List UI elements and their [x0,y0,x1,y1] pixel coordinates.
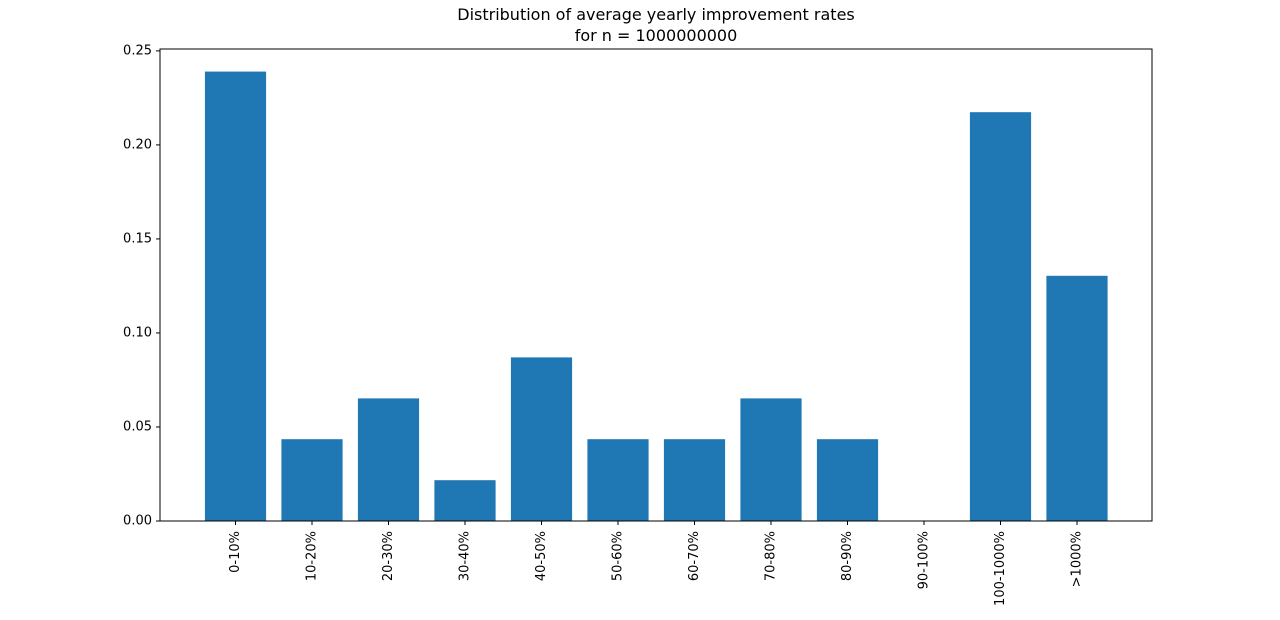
x-tick-label: 20-30% [381,531,396,581]
bar [816,439,879,521]
y-tick-label: 0.20 [123,137,152,152]
y-tick-label: 0.05 [123,419,152,434]
y-tick-label: 0.25 [123,43,152,58]
bar [204,71,267,521]
bar [434,480,496,521]
chart-title: Distribution of average yearly improveme… [457,5,855,24]
x-tick-label: 40-50% [534,531,549,581]
x-tick-label: 90-100% [917,531,932,589]
x-tick-label: 0-10% [228,531,243,573]
x-tick-label: 10-20% [305,531,320,581]
bar [1046,275,1108,521]
y-tick-label: 0.00 [123,514,152,529]
bar [357,398,420,521]
bar [281,439,343,521]
x-tick-label: 30-40% [458,531,473,581]
y-axis: 0.00 0.05 0.10 0.15 0.20 0.25 [123,43,160,529]
x-tick-label: >1000% [1070,531,1085,587]
plot-frame [159,48,1153,522]
chart-subtitle: for n = 1000000000 [575,26,738,45]
y-tick-label: 0.15 [123,231,152,246]
y-tick-label: 0.10 [123,325,152,340]
x-tick-label: 70-80% [764,531,779,581]
x-tick-label: 60-70% [687,531,702,581]
x-tick-label: 50-60% [611,531,626,581]
bar [663,439,726,521]
x-axis: 0-10% 10-20% 20-30% 30-40% 40-50% 50-60% 60-70… [228,521,1085,606]
bar [969,112,1032,521]
bars-group [204,71,1108,521]
bar [587,439,649,521]
bar [510,357,573,521]
x-tick-label: 100-1000% [993,531,1008,606]
bar [740,398,802,521]
x-tick-label: 80-90% [840,531,855,581]
